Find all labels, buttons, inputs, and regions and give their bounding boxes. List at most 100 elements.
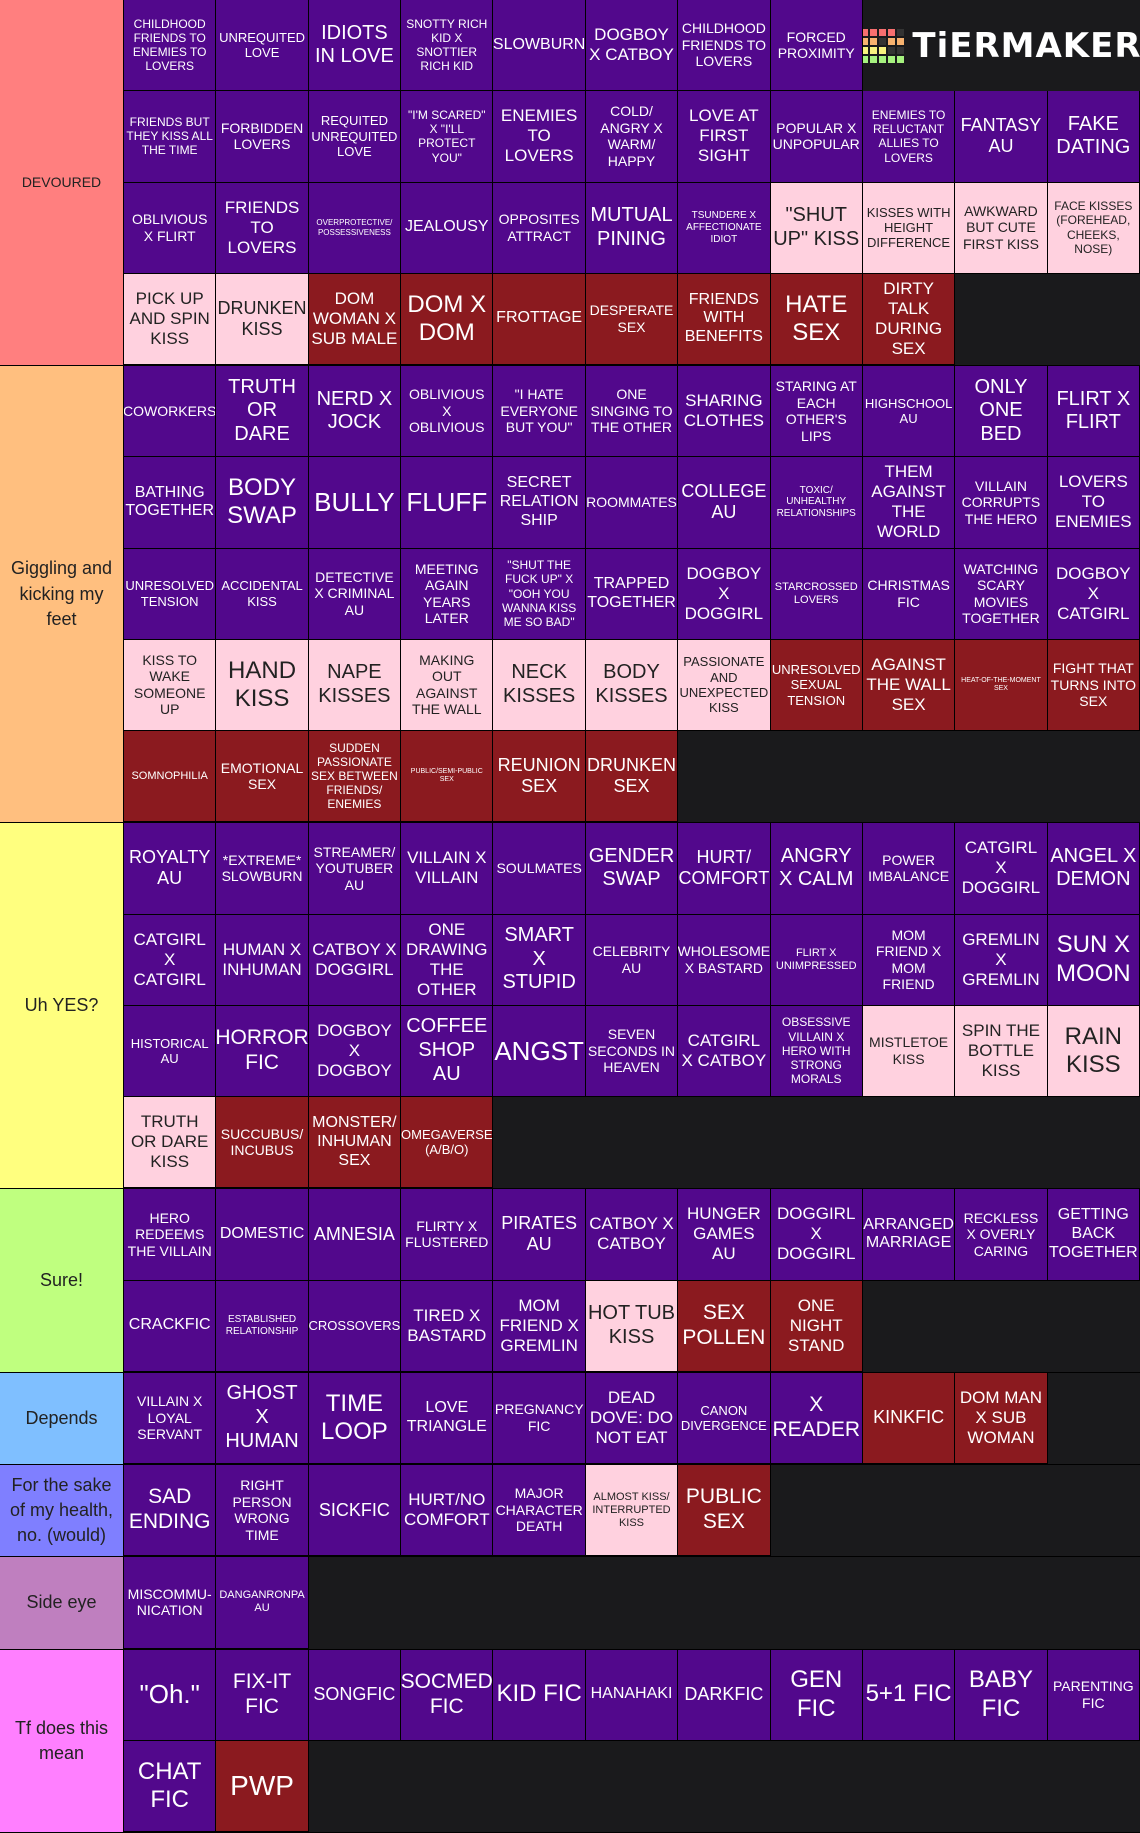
logo-square — [888, 46, 896, 54]
logo-square — [870, 46, 878, 54]
tier-item: STARCROSSED LOVERS — [770, 548, 863, 640]
tier-item: POWER IMBALANCE — [862, 823, 956, 915]
tier-item: STREAMER/ YOUTUBER AU — [308, 823, 402, 915]
tier-item: FORBIDDEN LOVERS — [216, 91, 309, 183]
tier-item: FACE KISSES (FOREHEAD, CHEEKS, NOSE) — [1047, 182, 1140, 274]
tier-item: RECKLESS X OVERLY CARING — [955, 1189, 1048, 1281]
tier-item: CATGIRL X CATGIRL — [124, 914, 217, 1006]
tier-item: X READER — [770, 1372, 863, 1464]
tier-item: CRACKFIC — [124, 1280, 217, 1372]
tier-item: CHRISTMAS FIC — [862, 548, 956, 640]
tier-item: TSUNDERE X AFFECTIONATE IDIOT — [678, 182, 771, 274]
logo-square — [879, 37, 887, 45]
logo-square — [897, 46, 905, 54]
tier-item: DRUNKEN SEX — [585, 731, 679, 823]
tier-item: MISTLETOE KISS — [862, 1005, 956, 1097]
tier-item: DOM WOMAN X SUB MALE — [308, 273, 402, 365]
tier-item: DANGANRONPA AU — [216, 1557, 309, 1649]
tier-item: LOVE AT FIRST SIGHT — [678, 91, 771, 183]
tier-item: SLOWBURN — [493, 0, 586, 92]
logo-square — [861, 55, 869, 63]
tier-item: FIGHT THAT TURNS INTO SEX — [1047, 639, 1140, 731]
tier-item: DOM MAN X SUB WOMAN — [955, 1372, 1048, 1464]
tier-item: DRUNKEN KISS — [216, 273, 309, 365]
tier-item: ENEMIES TO RELUCTANT ALLIES TO LOVERS — [862, 91, 956, 183]
tier-label: DEVOURED — [0, 0, 124, 365]
tier-item: PASSIONATE AND UNEXPECTED KISS — [678, 639, 771, 731]
tier-item: KID FIC — [493, 1649, 586, 1741]
tier-item: PWP — [216, 1740, 309, 1832]
tier-label: Depends — [0, 1372, 124, 1464]
tier-item: TOXIC/ UNHEALTHY RELATIONSHIPS — [770, 457, 863, 549]
tier-item: UNRESOLVED TENSION — [124, 548, 217, 640]
tier-item: ONE NIGHT STAND — [770, 1280, 863, 1372]
logo-square — [897, 28, 905, 36]
tier-item: MUTUAL PINING — [585, 182, 679, 274]
tier-item: REUNION SEX — [493, 731, 586, 823]
logo-square — [870, 55, 878, 63]
tier-item: FLIRTY X FLUSTERED — [401, 1189, 494, 1281]
tier-item: GETTING BACK TOGETHER — [1047, 1189, 1140, 1281]
tier-item: FROTTAGE — [493, 273, 586, 365]
tier-item: SAD ENDING — [124, 1465, 217, 1557]
tier-item: OBSESSIVE VILLAIN X HERO WITH STRONG MOR… — [770, 1005, 863, 1097]
tier-item: COFFEE SHOP AU — [401, 1005, 494, 1097]
tier-item: ROYALTY AU — [124, 823, 217, 915]
tier-item: HERO REDEEMS THE VILLAIN — [124, 1189, 217, 1281]
tier-row: Giggling and kicking my feet COWORKERS TRU… — [0, 366, 1140, 824]
tier-item: MAJOR CHARACTER DEATH — [493, 1465, 586, 1557]
tier-item: SECRET RELATION SHIP — [493, 457, 586, 549]
tier-label: Sure! — [0, 1189, 124, 1372]
tier-item: DIRTY TALK DURING SEX — [862, 273, 956, 365]
tier-row: Sure! HERO REDEEMS THE VILLAIN DOMESTIC AMN… — [0, 1189, 1140, 1373]
tier-item: ROOMMATES — [585, 457, 679, 549]
tier-item: GEN FIC — [770, 1649, 863, 1741]
tier-item: STARING AT EACH OTHER'S LIPS — [770, 366, 863, 458]
tier-item: CATGIRL X DOGGIRL — [955, 823, 1048, 915]
tier-item: JEALOUSY — [401, 182, 494, 274]
logo-square — [888, 28, 896, 36]
tier-item: HISTORICAL AU — [124, 1005, 217, 1097]
logo-square — [870, 28, 878, 36]
tier-item: UNRESOLVED SEXUAL TENSION — [770, 639, 863, 731]
tier-items: SAD ENDING RIGHT PERSON WRONG TIME SICKFIC… — [124, 1465, 1140, 1557]
tier-item: HATE SEX — [770, 273, 863, 365]
tier-item: DEAD DOVE: DO NOT EAT — [585, 1372, 679, 1464]
tier-item: BATHING TOGETHER — [124, 457, 217, 549]
logo-square — [879, 55, 887, 63]
tier-item: FORCED PROXIMITY — [770, 0, 863, 92]
tier-item: OBLIVIOUS X FLIRT — [124, 182, 217, 274]
tier-item: DESPERATE SEX — [585, 273, 679, 365]
tier-item: RIGHT PERSON WRONG TIME — [216, 1465, 309, 1557]
tier-row: Uh YES? ROYALTY AU *EXTREME* SLOWBURN STREA… — [0, 823, 1140, 1190]
tier-item: SPIN THE BOTTLE KISS — [955, 1005, 1048, 1097]
logo-square — [879, 46, 887, 54]
tier-item: DOGBOY X DOGBOY — [308, 1005, 402, 1097]
tier-item: CHILDHOOD FRIENDS TO LOVERS — [678, 0, 771, 92]
tier-item: HAND KISS — [216, 639, 309, 731]
logo-square — [870, 37, 878, 45]
tier-row: Depends VILLAIN X LOYAL SERVANT GHOST X HU… — [0, 1372, 1140, 1465]
tier-item: REQUITED UNREQUITED LOVE — [308, 91, 402, 183]
tier-item: LOVE TRIANGLE — [401, 1372, 494, 1464]
tier-item: RAIN KISS — [1047, 1005, 1140, 1097]
tier-item: HANAHAKI — [585, 1649, 679, 1741]
tier-item: WHOLESOME X BASTARD — [678, 914, 771, 1006]
tier-item: PREGNANCY FIC — [493, 1372, 586, 1464]
tier-item: SHARING CLOTHES — [678, 366, 771, 458]
tier-item: DOGBOY X DOGGIRL — [678, 548, 771, 640]
tier-item: HORROR FIC — [216, 1005, 309, 1097]
tier-item: NERD X JOCK — [308, 366, 402, 458]
logo-square — [888, 37, 896, 45]
tier-item: "I'M SCARED" X "I'LL PROTECT YOU" — [401, 91, 494, 183]
tier-label: Giggling and kicking my feet — [0, 366, 124, 823]
tier-item: PUBLIC SEX — [678, 1465, 771, 1557]
tier-item: KISS TO WAKE SOMEONE UP — [124, 639, 217, 731]
tier-item: MISCOMMU- NICATION — [124, 1557, 217, 1649]
tier-item: KISSES WITH HEIGHT DIFFERENCE — [862, 182, 956, 274]
tier-items: ROYALTY AU *EXTREME* SLOWBURN STREAMER/ YO… — [124, 823, 1140, 1189]
tier-items: COWORKERS TRUTH OR DARE NERD X JOCK OBLIVIO… — [124, 366, 1140, 823]
tier-item: MEETING AGAIN YEARS LATER — [401, 548, 494, 640]
tier-item: SOMNOPHILIA — [124, 731, 217, 823]
